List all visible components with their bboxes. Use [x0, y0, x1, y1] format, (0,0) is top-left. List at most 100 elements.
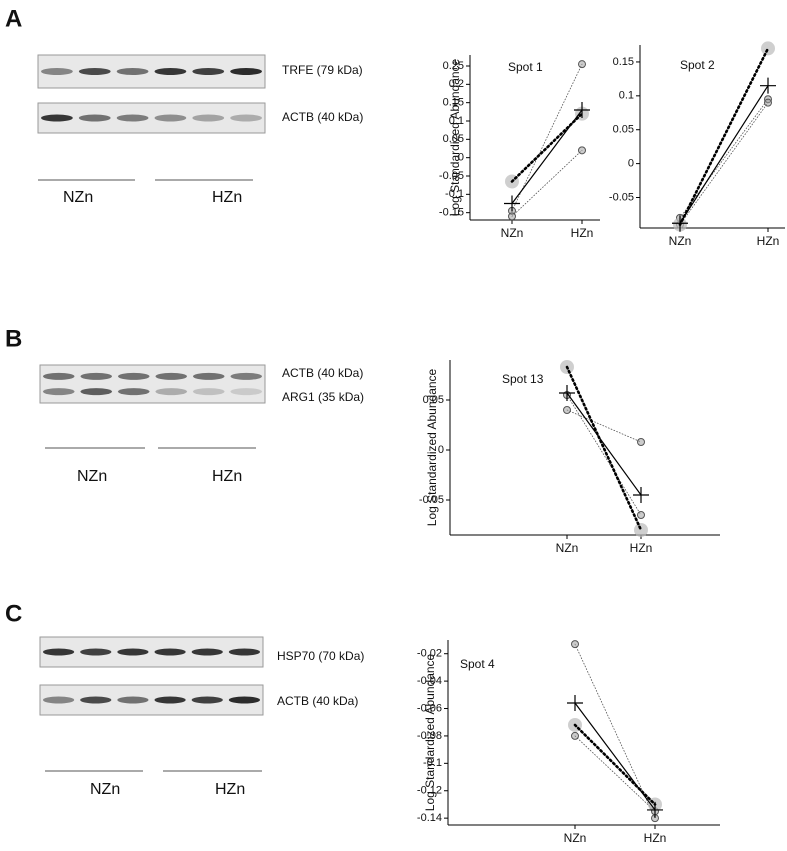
series-line	[511, 149, 583, 217]
y-tick-label: -0.04	[417, 675, 442, 687]
band	[117, 696, 149, 704]
mean-point	[672, 215, 688, 232]
chart-title: Spot 4	[460, 657, 495, 671]
group-label: HZn	[215, 781, 245, 798]
chart-title: Spot 13	[502, 372, 544, 386]
group-label: NZn	[77, 468, 107, 485]
point	[571, 731, 579, 740]
group-label: NZn	[90, 781, 120, 798]
chart-title: Spot 1	[508, 60, 543, 74]
series-line	[574, 702, 656, 811]
point-halo	[634, 523, 648, 537]
blot	[37, 102, 266, 134]
y-tick-label: 0	[438, 444, 444, 456]
blot-label: TRFE (79 kDa)	[282, 63, 363, 77]
point	[508, 212, 516, 221]
series-line	[511, 63, 583, 212]
band	[118, 372, 150, 380]
band	[193, 372, 225, 380]
x-tick-label: NZn	[669, 234, 692, 248]
band	[154, 696, 186, 704]
band	[191, 648, 223, 656]
series-line	[679, 98, 769, 219]
y-tick-label: 0.15	[443, 97, 464, 109]
y-axis-label: Log Standardized Abundance	[448, 58, 462, 216]
mean-point	[504, 195, 520, 212]
series-line	[678, 47, 770, 226]
band	[154, 114, 187, 122]
y-axis-label: Log Standardized Abundance	[425, 368, 439, 526]
mean-point	[633, 487, 649, 503]
group-label: HZn	[212, 189, 242, 206]
band	[193, 388, 225, 396]
blot-label: ACTB (40 kDa)	[277, 694, 358, 708]
y-tick-label: -0.02	[417, 648, 442, 660]
series-line	[511, 109, 583, 204]
y-tick-label: 0.05	[423, 394, 444, 406]
x-tick-label: HZn	[757, 234, 780, 248]
blot-label: ARG1 (35 kDa)	[282, 390, 364, 404]
y-tick-label: 0.2	[449, 78, 464, 90]
band	[154, 648, 186, 656]
y-tick-label: -0.15	[439, 207, 464, 219]
blot	[39, 364, 266, 404]
band	[41, 68, 73, 75]
y-tick-label: -0.05	[609, 191, 634, 203]
group-label: NZn	[63, 189, 93, 206]
blot-label: ACTB (40 kDa)	[282, 366, 363, 380]
x-tick-label: NZn	[556, 541, 579, 555]
point	[764, 98, 772, 107]
band	[80, 696, 112, 704]
band	[42, 696, 75, 704]
y-tick-label: 0.05	[613, 124, 634, 136]
y-tick-label: -0.05	[419, 494, 444, 506]
y-tick-label: 0.1	[619, 90, 634, 102]
y-tick-label: -0.14	[417, 812, 442, 824]
band	[41, 114, 73, 122]
band	[230, 114, 262, 122]
band	[191, 696, 223, 704]
x-tick-label: HZn	[571, 226, 594, 240]
band	[230, 372, 262, 380]
mean-point	[559, 385, 575, 401]
band	[80, 648, 112, 656]
y-axis-label: Log Standardized Abundance	[423, 653, 437, 811]
band	[116, 114, 149, 122]
band	[228, 648, 261, 656]
band	[43, 372, 75, 380]
band	[155, 372, 187, 380]
band	[80, 372, 112, 380]
point	[571, 640, 579, 649]
blot-label: ACTB (40 kDa)	[282, 110, 363, 124]
panel-letter: B	[5, 325, 22, 352]
band	[117, 648, 149, 656]
series-line	[679, 102, 769, 226]
point	[637, 511, 645, 519]
band	[116, 68, 149, 75]
y-tick-label: 0	[628, 158, 634, 170]
y-tick-label: -0.08	[417, 730, 442, 742]
y-tick-label: -0.06	[417, 702, 442, 714]
series-line	[573, 723, 657, 806]
point-halo	[761, 41, 775, 56]
panel-letter: A	[5, 5, 22, 32]
blot	[39, 636, 264, 668]
band	[192, 114, 225, 122]
band	[192, 68, 225, 75]
band	[230, 388, 262, 396]
mean-point	[567, 695, 583, 712]
x-tick-label: NZn	[501, 226, 524, 240]
y-tick-label: 0.15	[613, 56, 634, 68]
band	[230, 68, 262, 75]
series-line	[679, 85, 769, 224]
series-line	[566, 392, 642, 496]
x-tick-label: NZn	[564, 831, 587, 845]
panel-letter: C	[5, 600, 22, 627]
point	[578, 146, 586, 155]
y-tick-label: -0.1	[423, 757, 442, 769]
series-line	[566, 394, 642, 516]
x-tick-label: HZn	[644, 831, 667, 845]
y-tick-label: 0.1	[449, 115, 464, 127]
mean-point	[760, 77, 776, 94]
